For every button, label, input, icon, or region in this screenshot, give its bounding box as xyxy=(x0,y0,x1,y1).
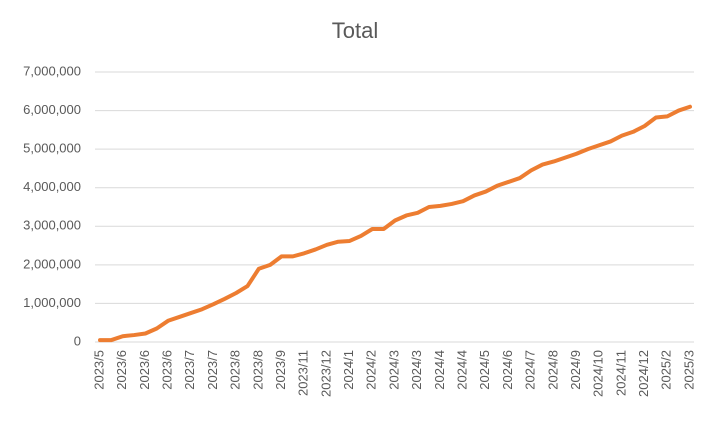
x-tick-label: 2023/6 xyxy=(114,350,129,390)
y-tick-label: 6,000,000 xyxy=(23,102,81,117)
x-tick-label: 2023/6 xyxy=(137,350,152,390)
x-tick-label: 2023/12 xyxy=(318,350,333,397)
y-tick-label: 7,000,000 xyxy=(23,63,81,78)
x-tick-label: 2024/8 xyxy=(545,350,560,390)
x-tick-label: 2025/2 xyxy=(659,350,674,390)
y-tick-label: 0 xyxy=(74,333,81,348)
y-tick-label: 2,000,000 xyxy=(23,256,81,271)
x-tick-label: 2023/6 xyxy=(160,350,175,390)
x-tick-label: 2024/1 xyxy=(341,350,356,390)
x-tick-label: 2023/7 xyxy=(182,350,197,390)
x-tick-label: 2023/11 xyxy=(296,350,311,396)
x-tick-label: 2024/4 xyxy=(455,350,470,390)
x-tick-label: 2023/8 xyxy=(228,350,243,390)
x-tick-label: 2023/5 xyxy=(91,350,106,390)
chart-title: Total xyxy=(332,18,378,43)
x-tick-label: 2024/6 xyxy=(500,350,515,390)
y-tick-label: 4,000,000 xyxy=(23,179,81,194)
x-tick-label: 2023/9 xyxy=(273,350,288,390)
y-tick-label: 1,000,000 xyxy=(23,295,81,310)
x-tick-label: 2024/5 xyxy=(477,350,492,390)
x-tick-label: 2024/3 xyxy=(409,350,424,390)
y-tick-label: 3,000,000 xyxy=(23,218,81,233)
x-tick-label: 2024/4 xyxy=(432,350,447,390)
x-tick-label: 2024/10 xyxy=(591,350,606,397)
x-tick-label: 2024/9 xyxy=(568,350,583,390)
y-tick-label: 5,000,000 xyxy=(23,141,81,156)
x-tick-label: 2023/7 xyxy=(205,350,220,390)
x-tick-label: 2024/3 xyxy=(386,350,401,390)
x-tick-label: 2024/7 xyxy=(523,350,538,390)
x-tick-label: 2025/3 xyxy=(681,350,696,390)
x-tick-label: 2024/2 xyxy=(364,350,379,390)
x-tick-label: 2024/11 xyxy=(613,350,628,396)
x-tick-label: 2023/8 xyxy=(250,350,265,390)
line xyxy=(98,104,692,343)
x-tick-label: 2024/12 xyxy=(636,350,651,397)
